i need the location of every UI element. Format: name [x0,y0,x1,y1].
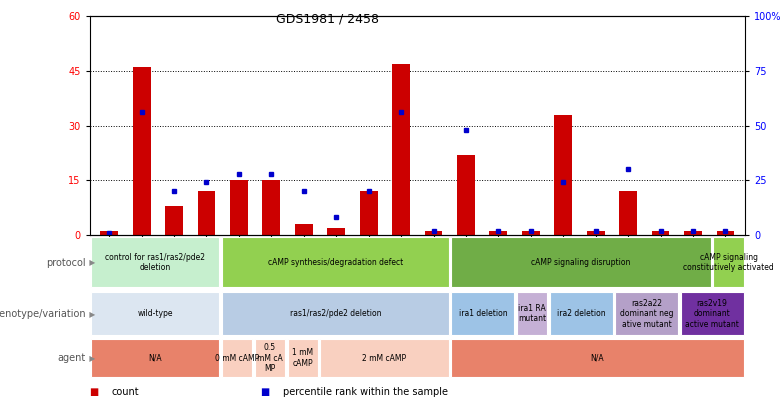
Bar [91,237,219,288]
Bar [615,292,678,335]
Bar [230,180,248,235]
Text: ras1/ras2/pde2 deletion: ras1/ras2/pde2 deletion [289,309,381,318]
Bar [681,292,743,335]
Bar [522,231,540,235]
Text: ira2 deletion: ira2 deletion [557,309,605,318]
Text: ▶: ▶ [87,354,96,363]
Text: N/A: N/A [148,354,162,362]
Text: ras2v19
dominant
active mutant: ras2v19 dominant active mutant [685,299,739,328]
Text: ira1 RA
mutant: ira1 RA mutant [518,304,546,323]
Bar [452,292,514,335]
Bar [517,292,547,335]
Bar [101,231,118,235]
Bar [288,339,317,377]
Bar [717,231,734,235]
Bar [457,155,475,235]
Bar [295,224,313,235]
Text: 0.5
mM cA
MP: 0.5 mM cA MP [257,343,283,373]
Bar [714,237,743,288]
Text: 2 mM cAMP: 2 mM cAMP [363,354,406,362]
Text: ▶: ▶ [87,309,96,319]
Text: control for ras1/ras2/pde2
deletion: control for ras1/ras2/pde2 deletion [105,253,205,272]
Bar [165,206,183,235]
Text: GDS1981 / 2458: GDS1981 / 2458 [276,12,379,25]
Bar [684,231,702,235]
Text: genotype/variation: genotype/variation [0,309,86,319]
Bar [91,292,219,335]
Text: ▶: ▶ [87,258,96,267]
Text: agent: agent [58,354,86,363]
Bar [255,339,285,377]
Text: cAMP signaling
constitutively activated: cAMP signaling constitutively activated [683,253,774,272]
Text: count: count [112,387,139,397]
Text: wild-type: wild-type [137,309,173,318]
Text: 0 mM cAMP: 0 mM cAMP [215,354,259,362]
Bar [133,67,151,235]
Bar [490,231,507,235]
Bar [328,228,345,235]
Bar [555,115,573,235]
Bar [222,339,252,377]
Bar [222,237,448,288]
Bar [619,191,637,235]
Bar [222,292,448,335]
Bar [321,339,448,377]
Bar [91,339,219,377]
Text: ras2a22
dominant neg
ative mutant: ras2a22 dominant neg ative mutant [620,299,673,328]
Text: ira1 deletion: ira1 deletion [459,309,507,318]
Text: cAMP synthesis/degradation defect: cAMP synthesis/degradation defect [268,258,403,267]
Text: ■: ■ [261,387,274,397]
Text: protocol: protocol [46,258,86,268]
Bar [360,191,378,235]
Text: 1 mM
cAMP: 1 mM cAMP [292,348,314,368]
Bar [392,64,410,235]
Bar [587,231,604,235]
Bar [452,237,711,288]
Text: ■: ■ [90,387,102,397]
Text: cAMP signaling disruption: cAMP signaling disruption [531,258,631,267]
Bar [452,339,743,377]
Bar [424,231,442,235]
Bar [262,180,280,235]
Text: percentile rank within the sample: percentile rank within the sample [283,387,448,397]
Bar [197,191,215,235]
Text: N/A: N/A [590,354,604,362]
Bar [651,231,669,235]
Bar [550,292,612,335]
